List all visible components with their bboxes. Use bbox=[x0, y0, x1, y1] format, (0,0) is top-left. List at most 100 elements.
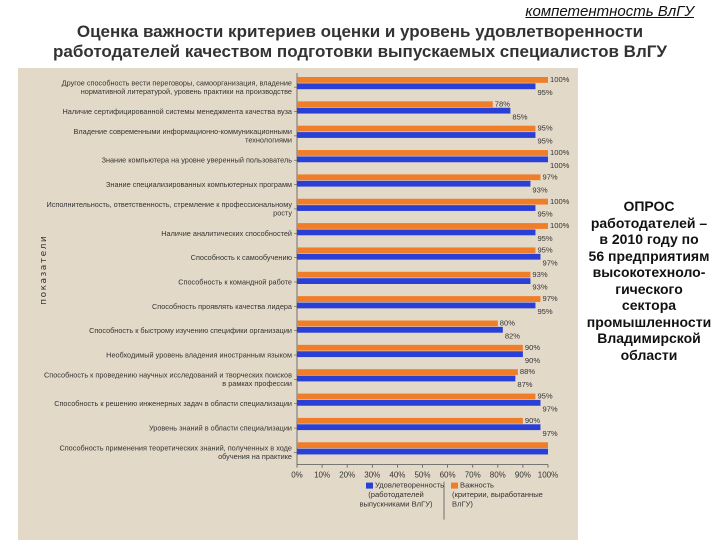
survey-note-line: ОПРОС bbox=[623, 198, 675, 214]
importance-value-label: 95% bbox=[537, 392, 552, 401]
importance-value-label: 100% bbox=[550, 75, 570, 84]
importance-value-label: 90% bbox=[525, 343, 540, 352]
category-label: Другое способность вести переговоры, сам… bbox=[62, 78, 292, 87]
survey-note-line: высокотехноло- bbox=[592, 264, 706, 280]
title-line-2: работодателей качеством подготовки выпус… bbox=[53, 42, 667, 61]
category-label: Знание специализированных компьютерных п… bbox=[106, 180, 292, 189]
satisfaction-bar bbox=[297, 83, 536, 90]
importance-value-label: 78% bbox=[495, 99, 510, 108]
category-label: нормативной литературой, уровень практик… bbox=[81, 87, 292, 96]
satisfaction-value-label: 95% bbox=[537, 307, 552, 316]
importance-bar bbox=[297, 393, 536, 400]
importance-bar bbox=[297, 320, 498, 327]
category-label: Знание компьютера на уровне уверенный по… bbox=[102, 156, 293, 165]
importance-value-label: 97% bbox=[542, 294, 557, 303]
importance-value-label: 90% bbox=[525, 416, 540, 425]
importance-bar bbox=[297, 125, 536, 132]
category-label: Наличие аналитических способностей bbox=[161, 229, 292, 238]
satisfaction-legend-text: Удовлетворенность bbox=[375, 481, 444, 490]
survey-note-line: работодателей – bbox=[590, 214, 708, 231]
y-axis-title: показатели bbox=[39, 235, 49, 305]
importance-value-label: 93% bbox=[532, 270, 547, 279]
importance-legend-swatch bbox=[451, 482, 458, 489]
importance-bar bbox=[297, 442, 548, 449]
importance-bar bbox=[297, 223, 548, 229]
category-label: обучения на практике bbox=[218, 452, 292, 461]
satisfaction-value-label: 97% bbox=[542, 258, 557, 267]
category-label: Исполнительность, ответственность, стрем… bbox=[47, 200, 293, 209]
category-label: Способность к самообучению bbox=[191, 253, 293, 262]
importance-value-label: 100% bbox=[550, 148, 570, 157]
category-label: Способность к решению инженерных задач в… bbox=[54, 399, 292, 408]
satisfaction-legend-text: выпускниками ВлГУ) bbox=[359, 500, 433, 509]
satisfaction-value-label: 87% bbox=[517, 380, 532, 389]
survey-note-line: гического bbox=[615, 280, 683, 297]
category-label: в рамках профессии bbox=[222, 379, 292, 388]
category-label: Уровень знаний в области специализации bbox=[149, 424, 292, 433]
survey-note-line: сектора bbox=[621, 297, 677, 313]
satisfaction-value-label: 97% bbox=[542, 429, 557, 438]
satisfaction-bar bbox=[297, 448, 548, 455]
satisfaction-value-label: 82% bbox=[505, 331, 520, 340]
satisfaction-value-label: 95% bbox=[537, 234, 552, 243]
importance-bar bbox=[297, 271, 531, 278]
importance-bar bbox=[297, 247, 536, 254]
survey-note-line: 56 предприятиям bbox=[588, 247, 710, 264]
category-label: Владение современными информационно-комм… bbox=[74, 127, 292, 136]
x-tick-label: 90% bbox=[515, 471, 531, 480]
satisfaction-bar bbox=[297, 399, 541, 406]
importance-value-label: 88% bbox=[520, 367, 535, 376]
satisfaction-value-label: 95% bbox=[537, 88, 552, 97]
x-tick-label: 10% bbox=[314, 471, 330, 480]
satisfaction-bar bbox=[297, 132, 536, 138]
x-tick-label: 50% bbox=[414, 471, 430, 480]
category-label: Способность к проведению научных исследо… bbox=[44, 371, 292, 380]
importance-legend-text: ВлГУ) bbox=[452, 500, 473, 509]
survey-note-line: Владимирской bbox=[597, 330, 701, 346]
x-tick-label: 30% bbox=[364, 471, 380, 480]
importance-value-label: 100% bbox=[550, 221, 570, 230]
x-tick-label: 70% bbox=[465, 471, 481, 480]
category-label: Способность применения теоретических зна… bbox=[59, 444, 292, 453]
satisfaction-legend-swatch bbox=[366, 482, 373, 489]
importance-bar bbox=[297, 369, 518, 375]
importance-value-label: 100% bbox=[550, 197, 570, 206]
survey-note-line: промышленности bbox=[586, 313, 712, 330]
satisfaction-value-label: 90% bbox=[525, 356, 540, 365]
satisfaction-value-label: 93% bbox=[532, 185, 547, 194]
importance-bar bbox=[297, 77, 548, 83]
importance-value-label: 97% bbox=[542, 172, 557, 181]
satisfaction-bar bbox=[297, 229, 536, 236]
satisfaction-bar bbox=[297, 326, 503, 333]
x-tick-label: 0% bbox=[291, 471, 303, 480]
title-line-1: Оценка важности критериев оценки и урове… bbox=[76, 22, 644, 41]
category-label: росту bbox=[273, 209, 292, 218]
x-tick-label: 100% bbox=[538, 471, 558, 480]
satisfaction-bar bbox=[297, 253, 541, 260]
survey-note-line: области bbox=[620, 346, 678, 363]
importance-value-label: 80% bbox=[500, 319, 515, 328]
category-label: Способность к быстрому изучению специфик… bbox=[89, 326, 292, 335]
category-label: Необходимый уровень владения иностранным… bbox=[106, 351, 292, 360]
satisfaction-bar bbox=[297, 424, 541, 431]
corner-caption: компетентность ВлГУ bbox=[525, 3, 694, 20]
satisfaction-value-label: 100% bbox=[550, 161, 570, 170]
importance-legend-text: Важность bbox=[460, 481, 494, 490]
importance-bar bbox=[297, 174, 541, 181]
satisfaction-bar bbox=[297, 156, 548, 163]
satisfaction-value-label: 97% bbox=[542, 404, 557, 413]
importance-bar bbox=[297, 101, 493, 108]
importance-bar bbox=[297, 198, 548, 205]
importance-bar bbox=[297, 150, 548, 156]
importance-value-label: 95% bbox=[537, 124, 552, 133]
satisfaction-bar bbox=[297, 278, 531, 284]
satisfaction-bar bbox=[297, 180, 531, 187]
bar-chart: показатели 0% 10% 20% 30% 40% 50% 60% 70% 80% 90% 1… bbox=[39, 73, 570, 520]
category-label: Способность к командной работе bbox=[178, 277, 292, 286]
satisfaction-bar bbox=[297, 302, 536, 309]
survey-note-line: в 2010 году по bbox=[599, 231, 699, 247]
satisfaction-bar bbox=[297, 351, 523, 358]
survey-note: ОПРОС работодателей – в 2010 году по 56 пре… bbox=[578, 198, 720, 363]
category-label: Наличие сертифицированной системы менедж… bbox=[63, 107, 293, 116]
category-label: технологиями bbox=[245, 136, 292, 145]
